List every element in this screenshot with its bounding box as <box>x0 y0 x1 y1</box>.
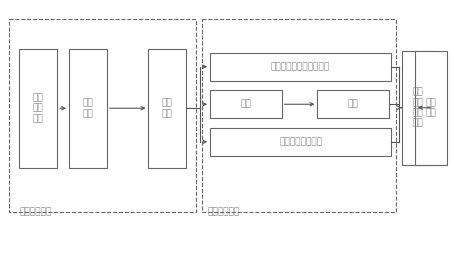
Text: 缝隙
填充: 缝隙 填充 <box>162 99 173 118</box>
Bar <box>210 90 281 118</box>
Bar <box>148 49 186 168</box>
Text: 以缝隙填充用混合料布料: 以缝隙填充用混合料布料 <box>271 62 330 71</box>
Bar <box>402 51 434 165</box>
Bar <box>415 51 447 165</box>
Text: 取来
合成
型工
步骤: 取来 合成 型工 步骤 <box>412 88 423 128</box>
Text: 备料: 备料 <box>241 100 251 109</box>
Bar <box>317 90 389 118</box>
Text: 表层
摊布: 表层 摊布 <box>83 99 93 118</box>
Text: 表层加工步骤: 表层加工步骤 <box>19 207 51 216</box>
Bar <box>210 128 391 156</box>
Bar <box>69 49 107 168</box>
Bar <box>202 19 396 212</box>
Bar <box>19 49 57 168</box>
Text: 成品
处理: 成品 处理 <box>425 98 436 117</box>
Text: 直接选取现有板材: 直接选取现有板材 <box>279 137 322 146</box>
Bar <box>210 53 391 81</box>
Text: 基体准备步骤: 基体准备步骤 <box>207 207 239 216</box>
Text: 布料: 布料 <box>348 100 359 109</box>
Text: 表层
材料
准备: 表层 材料 准备 <box>33 93 44 123</box>
Bar <box>10 19 196 212</box>
